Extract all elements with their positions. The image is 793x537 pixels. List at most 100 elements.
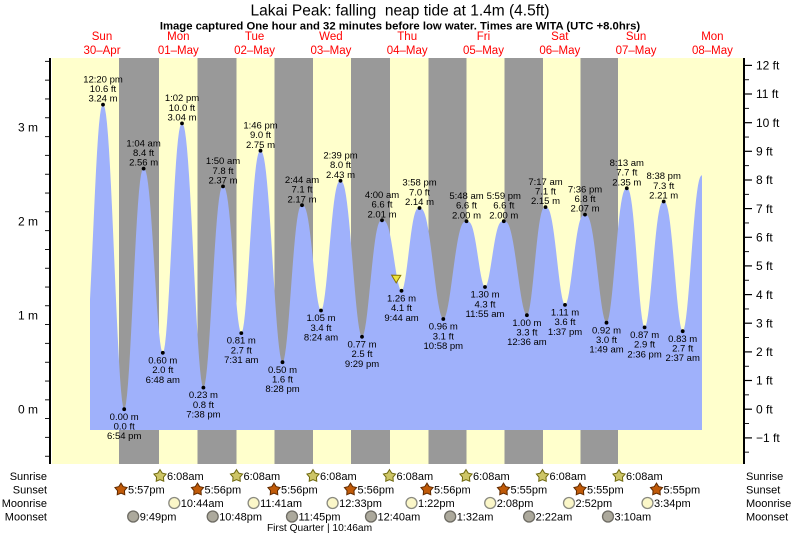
svg-text:1:46 pm: 1:46 pm xyxy=(243,120,277,131)
svg-text:2:39 pm: 2:39 pm xyxy=(323,151,357,162)
svg-text:06–May: 06–May xyxy=(539,45,580,57)
svg-text:Mon: Mon xyxy=(701,31,723,43)
svg-text:6:08am: 6:08am xyxy=(473,471,510,483)
svg-text:7.1 ft: 7.1 ft xyxy=(291,185,312,196)
svg-text:7:36 pm: 7:36 pm xyxy=(568,184,602,195)
svg-text:Fri: Fri xyxy=(477,31,490,43)
svg-text:1.26 m: 1.26 m xyxy=(387,293,416,304)
svg-text:7.8 ft: 7.8 ft xyxy=(212,166,233,177)
svg-text:6:08am: 6:08am xyxy=(320,471,357,483)
svg-text:12:33pm: 12:33pm xyxy=(339,498,382,510)
svg-text:10 ft: 10 ft xyxy=(756,116,780,130)
svg-text:0.8 ft: 0.8 ft xyxy=(193,400,214,411)
svg-text:7.3 ft: 7.3 ft xyxy=(653,181,674,192)
svg-text:5:55pm: 5:55pm xyxy=(587,484,624,496)
svg-text:2.14 m: 2.14 m xyxy=(405,197,434,208)
svg-text:6.6 ft: 6.6 ft xyxy=(493,201,514,212)
svg-text:7:31 am: 7:31 am xyxy=(224,355,258,366)
svg-text:2 m: 2 m xyxy=(18,214,38,228)
svg-text:2.37 m: 2.37 m xyxy=(208,176,237,187)
svg-text:2.21 m: 2.21 m xyxy=(649,191,678,202)
svg-text:7 ft: 7 ft xyxy=(756,202,773,216)
svg-text:Moonset: Moonset xyxy=(5,511,47,523)
svg-text:3 m: 3 m xyxy=(18,120,38,134)
svg-text:0.60 m: 0.60 m xyxy=(148,355,177,366)
svg-text:Image captured One hour and 32: Image captured One hour and 32 minutes b… xyxy=(160,20,641,32)
svg-text:6.6 ft: 6.6 ft xyxy=(371,200,392,211)
svg-text:2 ft: 2 ft xyxy=(756,345,773,359)
svg-text:1.05 m: 1.05 m xyxy=(306,313,335,324)
svg-text:2.15 m: 2.15 m xyxy=(531,196,560,207)
svg-text:−1 ft: −1 ft xyxy=(756,431,780,445)
svg-text:Sunset: Sunset xyxy=(13,484,47,496)
svg-text:0.00 m: 0.00 m xyxy=(110,412,139,423)
svg-text:8:38 pm: 8:38 pm xyxy=(647,171,681,182)
svg-text:8 ft: 8 ft xyxy=(756,173,773,187)
svg-text:7.7 ft: 7.7 ft xyxy=(616,168,637,179)
svg-text:Sun: Sun xyxy=(92,31,112,43)
svg-text:7:17 am: 7:17 am xyxy=(528,177,562,188)
svg-text:6.6 ft: 6.6 ft xyxy=(456,201,477,212)
svg-text:11:55 am: 11:55 am xyxy=(466,309,505,320)
svg-text:5:56pm: 5:56pm xyxy=(281,484,318,496)
svg-text:Sunrise: Sunrise xyxy=(10,471,47,483)
svg-text:2:08pm: 2:08pm xyxy=(497,498,534,510)
svg-text:7.1 ft: 7.1 ft xyxy=(535,187,556,198)
svg-text:10:44am: 10:44am xyxy=(181,498,224,510)
svg-text:4 ft: 4 ft xyxy=(756,288,773,302)
svg-text:Sunset: Sunset xyxy=(746,484,780,496)
svg-text:0.92 m: 0.92 m xyxy=(592,325,621,336)
svg-text:01–May: 01–May xyxy=(158,45,199,57)
svg-text:2.0 ft: 2.0 ft xyxy=(152,365,173,376)
svg-text:2.75 m: 2.75 m xyxy=(246,140,275,151)
svg-text:3:34pm: 3:34pm xyxy=(654,498,691,510)
svg-text:8:28 pm: 8:28 pm xyxy=(265,384,299,395)
svg-text:1:22pm: 1:22pm xyxy=(418,498,455,510)
svg-text:4:00 am: 4:00 am xyxy=(365,190,399,201)
svg-text:6:08am: 6:08am xyxy=(397,471,434,483)
svg-text:6:48 am: 6:48 am xyxy=(146,375,180,386)
svg-text:08–May: 08–May xyxy=(692,45,733,57)
svg-text:10:48pm: 10:48pm xyxy=(219,511,262,523)
svg-text:1 m: 1 m xyxy=(18,308,38,322)
svg-text:10:58 pm: 10:58 pm xyxy=(423,341,463,352)
svg-text:0.0 ft: 0.0 ft xyxy=(114,422,135,433)
svg-text:3 ft: 3 ft xyxy=(756,316,773,330)
svg-text:9 ft: 9 ft xyxy=(756,145,773,159)
svg-text:8.4 ft: 8.4 ft xyxy=(133,148,154,159)
svg-text:0.81 m: 0.81 m xyxy=(227,336,256,347)
svg-text:Moonrise: Moonrise xyxy=(746,498,791,510)
svg-text:Sunrise: Sunrise xyxy=(746,471,783,483)
svg-text:5 ft: 5 ft xyxy=(756,259,773,273)
svg-text:Wed: Wed xyxy=(319,31,342,43)
svg-text:9:49pm: 9:49pm xyxy=(140,511,177,523)
svg-text:1.6 ft: 1.6 ft xyxy=(272,375,293,386)
svg-text:5:55pm: 5:55pm xyxy=(511,484,548,496)
svg-text:6 ft: 6 ft xyxy=(756,231,773,245)
svg-text:Moonrise: Moonrise xyxy=(2,498,47,510)
svg-text:2.01 m: 2.01 m xyxy=(367,209,396,220)
svg-text:1:49 am: 1:49 am xyxy=(589,345,623,356)
svg-text:3.6 ft: 3.6 ft xyxy=(554,317,575,328)
svg-text:2:37 am: 2:37 am xyxy=(666,353,700,364)
svg-text:0 ft: 0 ft xyxy=(756,402,773,416)
svg-text:07–May: 07–May xyxy=(616,45,657,57)
svg-text:03–May: 03–May xyxy=(310,45,351,57)
svg-text:2:36 pm: 2:36 pm xyxy=(627,349,661,360)
svg-text:Sun: Sun xyxy=(626,31,646,43)
svg-text:1:32am: 1:32am xyxy=(457,511,494,523)
svg-text:2.7 ft: 2.7 ft xyxy=(231,345,252,356)
svg-text:5:56pm: 5:56pm xyxy=(434,484,471,496)
svg-text:3.24 m: 3.24 m xyxy=(88,94,117,105)
svg-text:Mon: Mon xyxy=(167,31,189,43)
svg-text:2.35 m: 2.35 m xyxy=(612,177,641,188)
svg-text:4.3 ft: 4.3 ft xyxy=(474,299,495,310)
svg-text:Sat: Sat xyxy=(551,31,569,43)
svg-text:2.7 ft: 2.7 ft xyxy=(672,344,693,355)
svg-text:8:24 am: 8:24 am xyxy=(304,333,338,344)
svg-text:3.04 m: 3.04 m xyxy=(167,113,196,124)
svg-text:1:04 am: 1:04 am xyxy=(126,138,160,149)
svg-text:Moonset: Moonset xyxy=(746,511,788,523)
svg-text:Lakai Peak: falling neap tide: Lakai Peak: falling neap tide at 1.4m (4… xyxy=(251,3,550,20)
svg-text:Thu: Thu xyxy=(397,31,417,43)
